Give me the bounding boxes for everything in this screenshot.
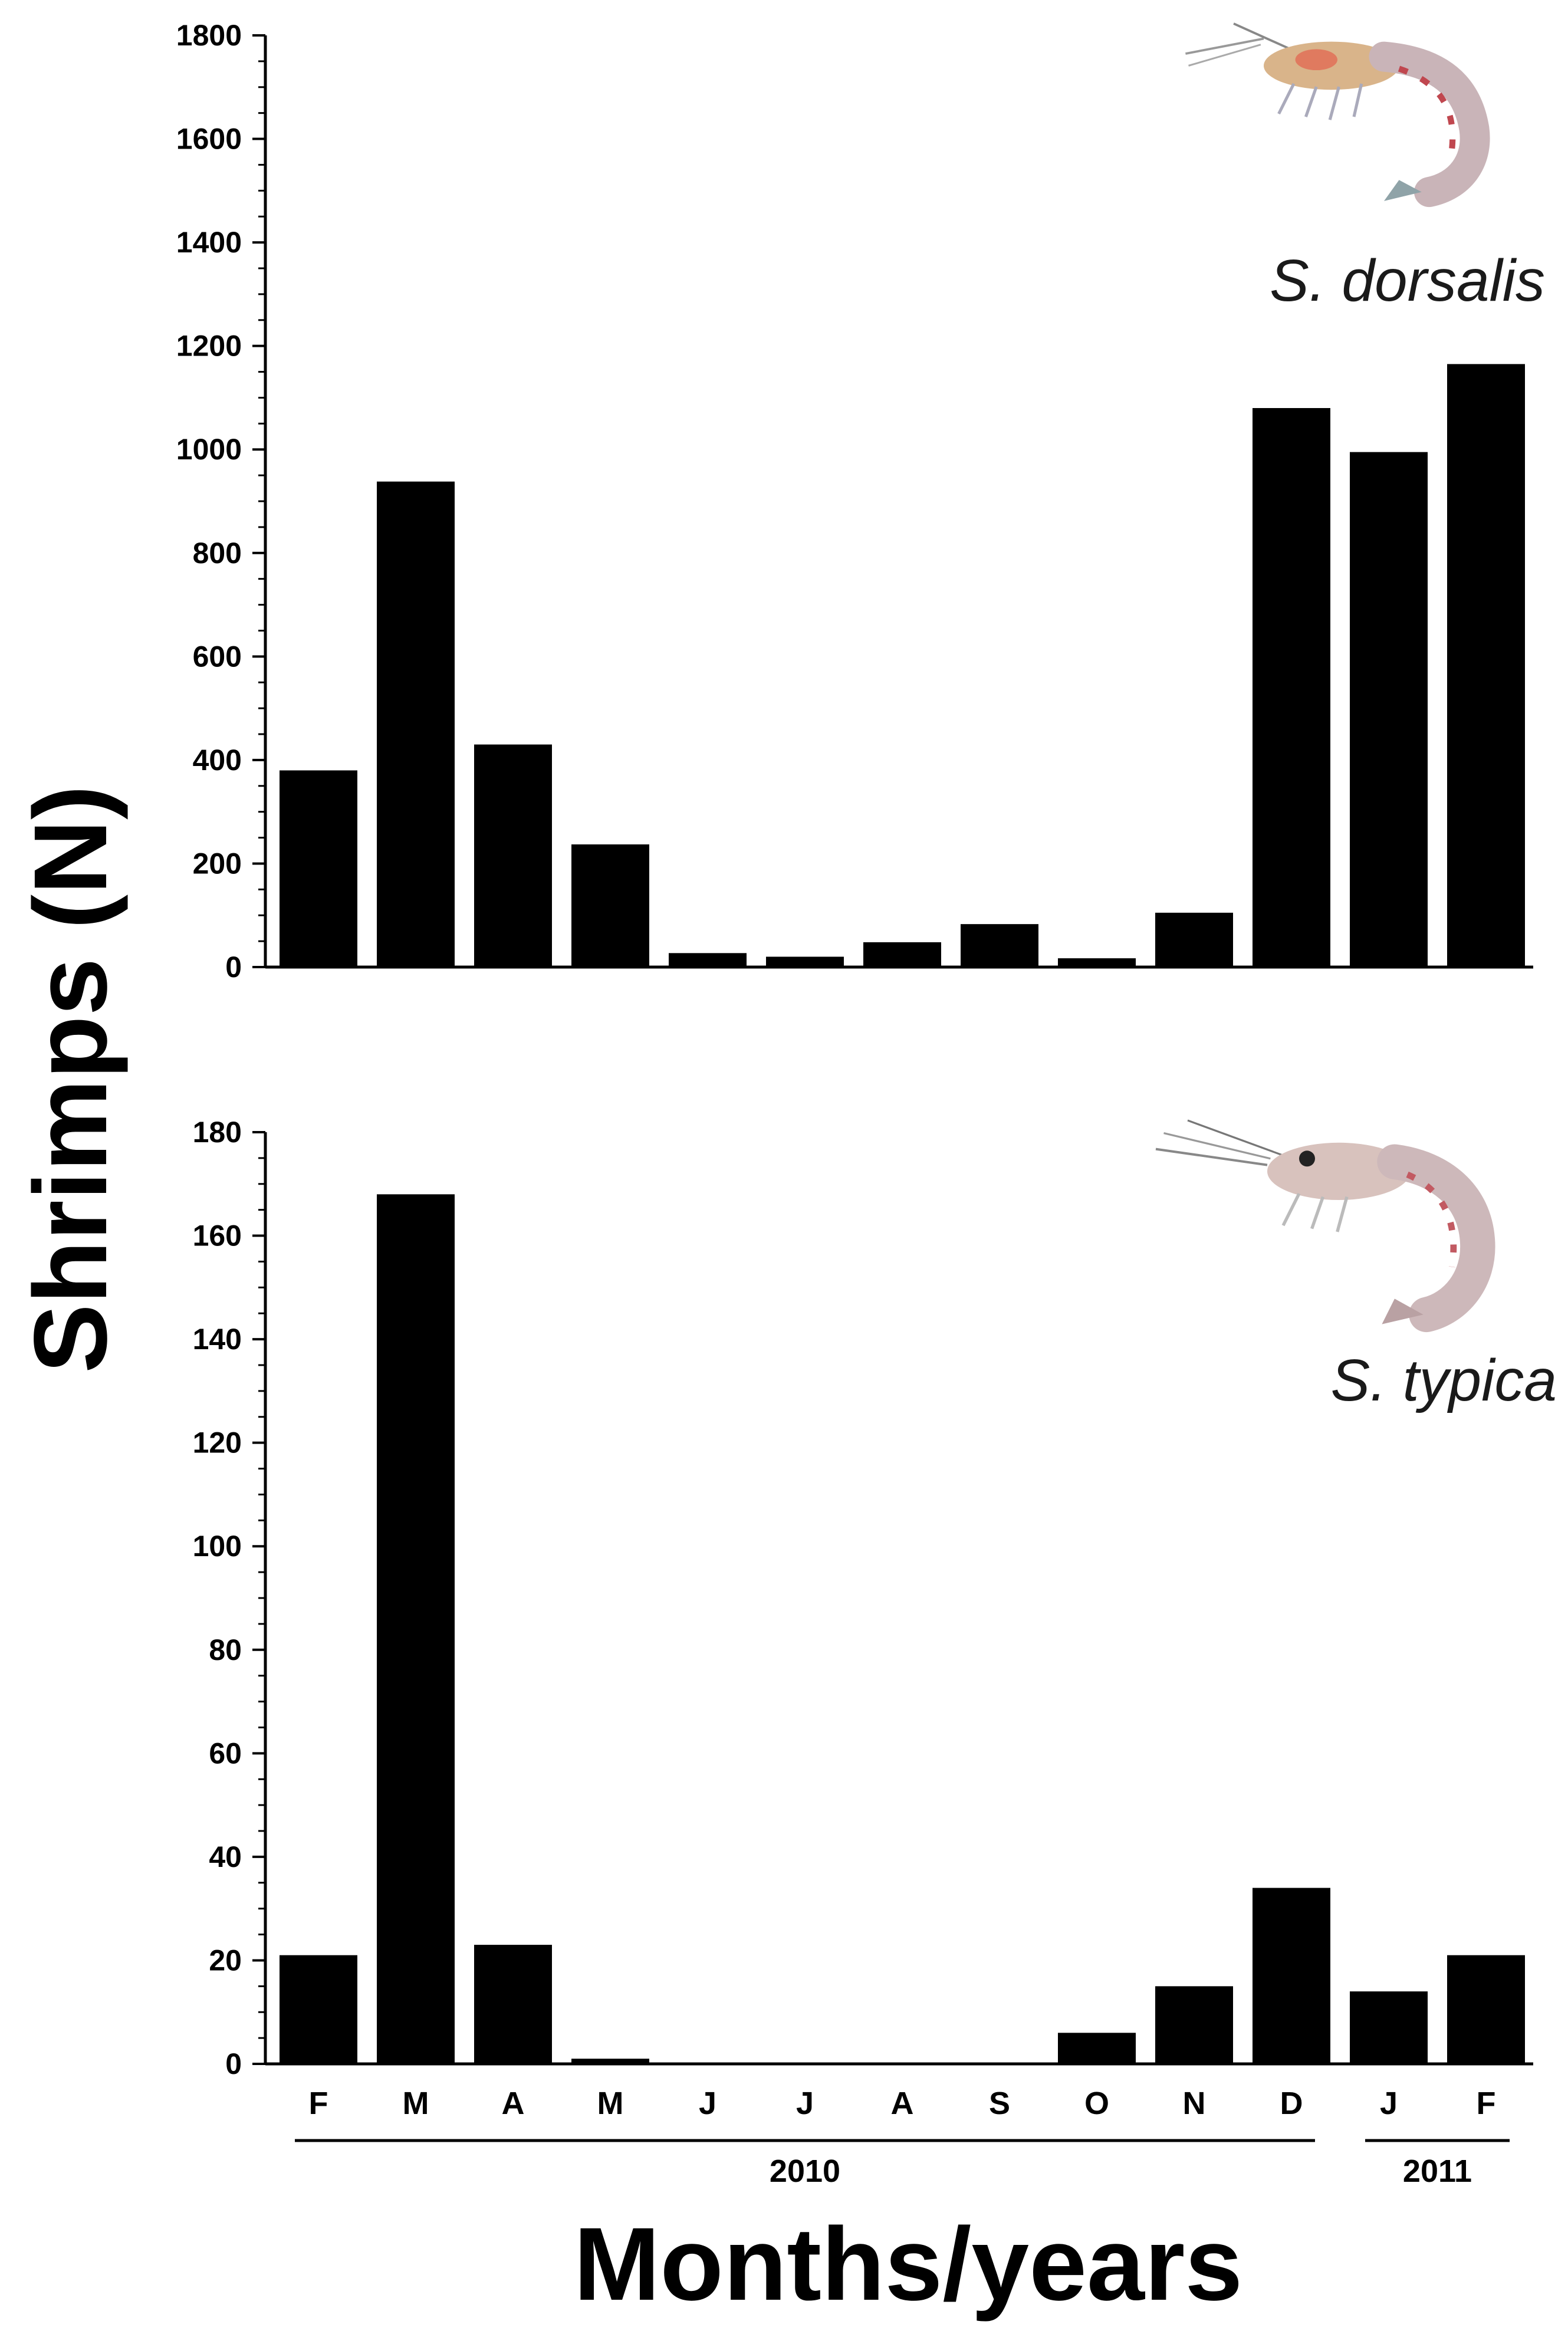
x-tick-label: J [699,2086,716,2121]
species-label-s-typica: S. typica [1331,1347,1557,1413]
panel-s-dorsalis: S. dorsalis 0 200 400 600 800 1000 1200 1400 160… [176,19,1545,984]
x-tick-label: N [1183,2086,1206,2121]
bar-m-3 [571,2059,649,2064]
y-tick-label: 120 [193,1426,242,1459]
shrimp-image-s-typica [1155,1119,1495,1333]
y-tick-label: 140 [193,1323,242,1356]
bar-n-9 [1155,1986,1233,2064]
y-tick-label: 20 [209,1944,242,1977]
bar-a-6 [863,942,941,967]
bar-o-8 [1058,958,1136,967]
y-tick-label: 1600 [176,123,242,156]
y-tick-label: 1000 [176,433,242,466]
x-tick-label: D [1280,2086,1303,2121]
y-tick-label: 1400 [176,226,242,259]
x-axis-label: Months/years [574,2207,1243,2322]
y-tick-label: 0 [225,2047,242,2080]
bar-d-10 [1253,1888,1330,2064]
x-tick-label: J [1380,2086,1398,2121]
y-tick-label: 600 [193,640,242,673]
bar-o-8 [1058,2033,1136,2064]
x-tick-label: A [891,2086,914,2121]
y-tick-label: 100 [193,1530,242,1563]
bar-j-5 [766,956,844,967]
bar-f-0 [280,770,357,967]
panel-s-typica: S. typica 0 20 40 60 80 100 120 140 160 180 [193,1116,1557,2080]
bar-m-1 [377,481,455,967]
x-tick-label: F [1477,2086,1496,2121]
year-label-2010: 2010 [770,2154,840,2189]
x-tick-label: M [403,2086,429,2121]
bar-m-3 [571,844,649,967]
bar-n-9 [1155,912,1233,967]
bar-d-10 [1253,408,1330,967]
year-label-2011: 2011 [1403,2154,1472,2189]
y-tick-label: 800 [193,537,242,570]
y-tick-label: 1800 [176,19,242,52]
x-axis-months: F M A M J J A S O N D J F 2010 2011 [295,2086,1510,2189]
x-tick-label: O [1084,2086,1109,2121]
y-axis-label: Shrimps (N) [13,785,129,1373]
bar-f-0 [280,1955,357,2064]
y-tick-label: 400 [193,744,242,777]
y-tick-label: 180 [193,1116,242,1149]
bar-j-4 [669,953,747,967]
bar-a-2 [474,744,552,967]
shrimp-image-s-dorsalis [1185,22,1490,208]
bar-f-12 [1447,1955,1525,2064]
y-tick-label: 80 [209,1633,242,1666]
x-tick-label: S [989,2086,1010,2121]
y-tick-label: 0 [225,951,242,984]
bar-f-12 [1447,364,1525,967]
x-tick-label: A [502,2086,525,2121]
bar-j-11 [1350,452,1428,967]
y-tick-label: 40 [209,1840,242,1873]
x-tick-label: F [309,2086,328,2121]
x-tick-label: J [796,2086,814,2121]
bar-m-1 [377,1194,455,2064]
y-tick-label: 1200 [176,330,242,363]
x-tick-label: M [597,2086,624,2121]
y-tick-label: 160 [193,1219,242,1252]
bar-a-2 [474,1945,552,2064]
y-tick-label: 60 [209,1737,242,1770]
bar-j-11 [1350,1991,1428,2064]
species-label-s-dorsalis: S. dorsalis [1270,248,1545,314]
y-tick-label: 200 [193,847,242,880]
bar-s-7 [961,924,1038,967]
